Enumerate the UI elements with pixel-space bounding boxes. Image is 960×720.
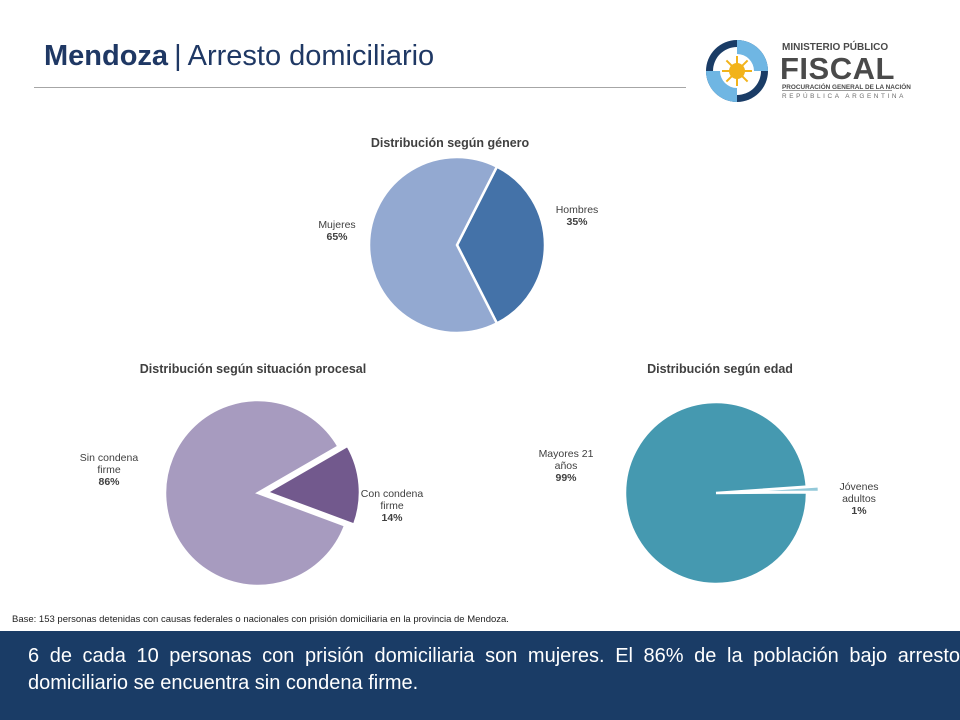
slice-label-con-condena: Con condena firme 14% xyxy=(352,488,432,524)
ministerio-publico-fiscal-logo: MINISTERIO PÚBLICO FISCAL PROCURACIÓN GE… xyxy=(704,38,911,104)
logo-line-ministerio: MINISTERIO PÚBLICO xyxy=(782,42,889,53)
title-divider xyxy=(34,87,686,88)
pie-chart-genero xyxy=(367,158,547,335)
title-subject: Arresto domiciliario xyxy=(187,40,435,72)
page-title: Mendoza | Arresto domiciliario xyxy=(44,40,434,73)
title-province: Mendoza xyxy=(44,40,169,72)
pie-chart-edad xyxy=(623,400,821,586)
slice-pct-mujeres: 65% xyxy=(326,231,348,243)
footer-banner: 6 de cada 10 personas con prisión domici… xyxy=(0,631,960,720)
slice-name-mujeres: Mujeres xyxy=(318,219,356,231)
slice-pct-jovenes: 1% xyxy=(851,505,867,517)
pie-slice-mujeres xyxy=(367,158,499,335)
slice-label-hombres: Hombres 35% xyxy=(546,204,608,228)
slice-pct-sin-condena: 86% xyxy=(98,476,120,488)
title-separator: | xyxy=(174,40,182,72)
slice-label-jovenes: Jóvenes adultos 1% xyxy=(826,481,892,517)
slice-name-sin-condena: Sin condena firme xyxy=(79,452,139,476)
slice-pct-mayores: 99% xyxy=(555,472,577,484)
slice-label-mujeres: Mujeres 65% xyxy=(308,219,366,243)
pie-slice-mayores-21-a-os xyxy=(623,400,809,586)
base-note: Base: 153 personas detenidas con causas … xyxy=(12,614,509,625)
slice-label-mayores: Mayores 21 años 99% xyxy=(528,448,604,484)
pie-slice-con-condena-firme xyxy=(264,444,362,527)
pie-slice-sin-condena-firme xyxy=(163,398,347,588)
slice-name-mayores: Mayores 21 años xyxy=(538,448,594,472)
footer-summary-text: 6 de cada 10 personas con prisión domici… xyxy=(28,645,960,694)
chart-title-edad: Distribución según edad xyxy=(647,362,793,376)
slice-name-con-condena: Con condena firme xyxy=(360,488,424,512)
pie-chart-situacion xyxy=(163,398,362,588)
logo-line-procuracion: PROCURACIÓN GENERAL DE LA NACIÓN xyxy=(782,84,911,91)
logo-divider xyxy=(782,90,892,91)
sun-emblem-icon xyxy=(706,40,768,102)
logo-line-republica: REPÚBLICA ARGENTINA xyxy=(782,93,906,100)
slice-pct-hombres: 35% xyxy=(566,216,588,228)
pie-slice-hombres xyxy=(455,164,547,326)
slice-name-jovenes: Jóvenes adultos xyxy=(839,481,879,505)
slice-label-sin-condena: Sin condena firme 86% xyxy=(70,452,148,488)
slice-name-hombres: Hombres xyxy=(555,204,599,216)
logo-line-fiscal: FISCAL xyxy=(780,51,895,86)
slice-pct-con-condena: 14% xyxy=(381,512,403,524)
chart-title-situacion: Distribución según situación procesal xyxy=(139,362,367,376)
chart-title-genero: Distribución según género xyxy=(370,136,530,150)
